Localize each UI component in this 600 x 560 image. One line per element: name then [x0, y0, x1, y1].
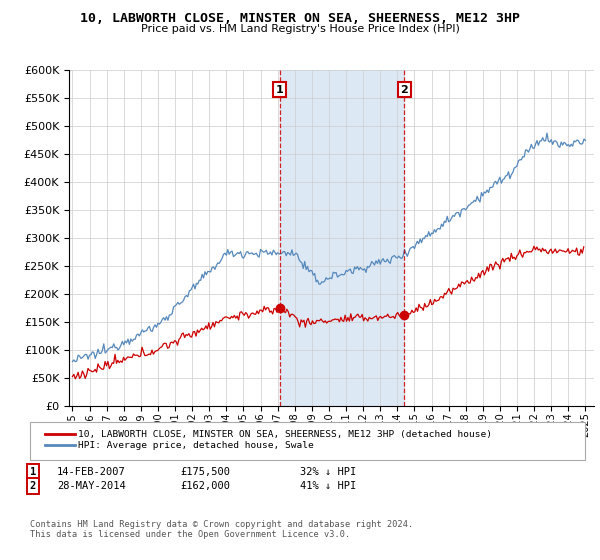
Text: 32% ↓ HPI: 32% ↓ HPI [300, 466, 356, 477]
Text: 10, LABWORTH CLOSE, MINSTER ON SEA, SHEERNESS, ME12 3HP: 10, LABWORTH CLOSE, MINSTER ON SEA, SHEE… [80, 12, 520, 25]
Text: £175,500: £175,500 [180, 466, 230, 477]
Text: 2: 2 [400, 85, 408, 95]
Text: 14-FEB-2007: 14-FEB-2007 [57, 466, 126, 477]
Bar [280, 70, 404, 406]
Text: 10, LABWORTH CLOSE, MINSTER ON SEA, SHEERNESS, ME12 3HP (detached house): 10, LABWORTH CLOSE, MINSTER ON SEA, SHEE… [78, 430, 492, 438]
Text: £162,000: £162,000 [180, 481, 230, 491]
Text: Contains HM Land Registry data © Crown copyright and database right 2024.
This d: Contains HM Land Registry data © Crown c… [30, 520, 413, 539]
Text: HPI: Average price, detached house, Swale: HPI: Average price, detached house, Swal… [78, 441, 314, 450]
Text: Price paid vs. HM Land Registry's House Price Index (HPI): Price paid vs. HM Land Registry's House … [140, 24, 460, 34]
Text: 28-MAY-2014: 28-MAY-2014 [57, 481, 126, 491]
Text: 2: 2 [30, 481, 36, 491]
Text: 41% ↓ HPI: 41% ↓ HPI [300, 481, 356, 491]
Text: 1: 1 [30, 466, 36, 477]
Text: 1: 1 [276, 85, 284, 95]
